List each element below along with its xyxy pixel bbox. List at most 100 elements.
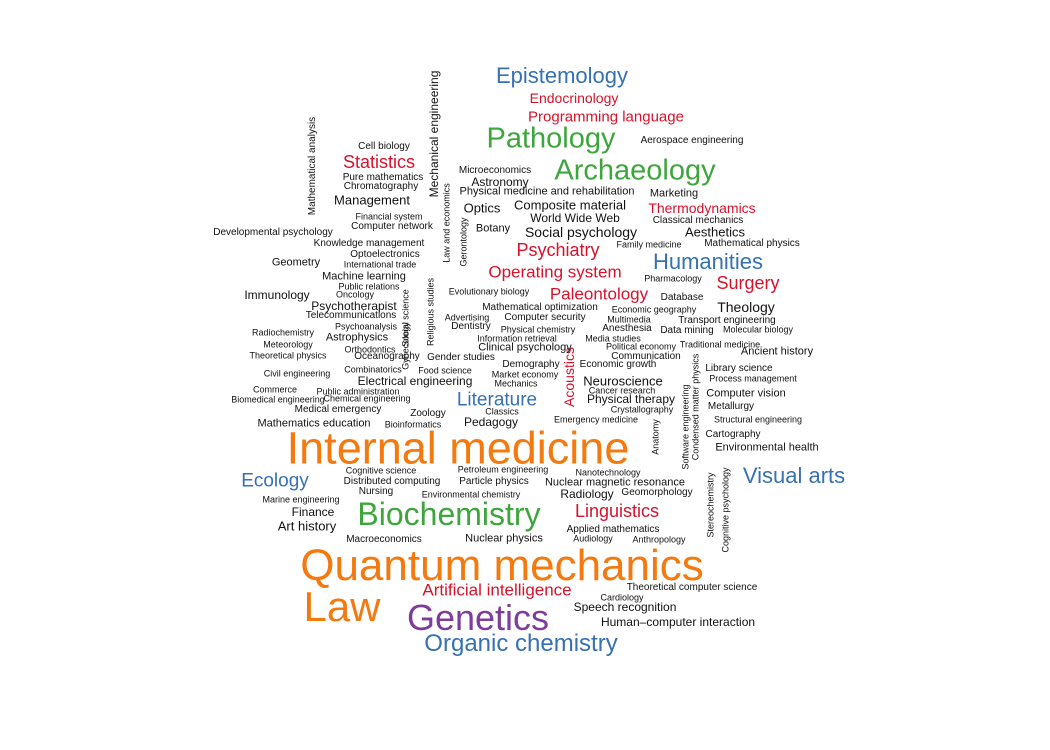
cloud-word: Knowledge management (313, 238, 425, 249)
cloud-word: Oceanography (354, 351, 420, 362)
cloud-word: Computer network (351, 221, 433, 232)
cloud-word: Biomedical engineering (231, 394, 325, 405)
cloud-word: Family medicine (616, 239, 682, 250)
cloud-word: Surgery (716, 273, 780, 293)
cloud-word: Finance (291, 505, 335, 519)
cloud-word: Physical therapy (586, 392, 676, 406)
cloud-word: Pharmacology (644, 273, 702, 284)
cloud-word: Process management (709, 373, 797, 384)
cloud-word: Botany (475, 222, 511, 235)
cloud-word: Particle physics (459, 476, 529, 487)
cloud-word: Structural engineering (713, 414, 803, 425)
cloud-word: Anatomy (650, 419, 661, 455)
cloud-word: Oncology (335, 289, 375, 300)
cloud-word: Bioinformatics (384, 419, 442, 430)
cloud-word: Optoelectronics (350, 249, 420, 260)
cloud-word: Distributed computing (343, 476, 441, 487)
cloud-word: Organic chemistry (424, 630, 618, 657)
cloud-word: Multimedia (607, 314, 651, 325)
cloud-word: Art history (277, 518, 337, 534)
cloud-word: Radiology (560, 487, 614, 501)
cloud-word: Public relations (338, 281, 400, 292)
cloud-word: Commerce (252, 384, 298, 395)
cloud-word: Gender studies (427, 352, 495, 363)
cloud-word: Internal medicine (286, 422, 630, 474)
cloud-word: Market economy (491, 369, 559, 380)
cloud-word: Library science (705, 363, 773, 374)
cloud-word: Crystallography (610, 404, 674, 415)
cloud-word: Telecommunications (305, 310, 397, 321)
cloud-word: Marine engineering (262, 494, 340, 505)
cloud-word: Evolutionary biology (448, 286, 530, 297)
cloud-word: Cognitive science (345, 465, 417, 476)
cloud-word: Machine learning (322, 270, 406, 283)
cloud-word: Environmental health (715, 441, 819, 454)
cloud-word: Psychoanalysis (334, 321, 398, 332)
cloud-word: Neuroscience (583, 373, 663, 389)
cloud-word: Information retrieval (477, 333, 557, 344)
cloud-word: Medical emergency (294, 404, 382, 415)
cloud-word: Optics (463, 200, 501, 216)
cloud-word: Pedagogy (463, 415, 519, 429)
cloud-word: Audiology (573, 533, 613, 544)
cloud-word: Social psychology (524, 224, 638, 240)
cloud-word: Petroleum engineering (457, 464, 549, 475)
cloud-word: Economic geography (611, 304, 697, 315)
cloud-word: Nuclear physics (465, 532, 543, 545)
cloud-word: Mathematical analysis (307, 116, 318, 216)
cloud-word: Statistics (342, 152, 416, 172)
cloud-word: Theoretical computer science (626, 582, 758, 593)
cloud-word: Economic growth (579, 359, 657, 370)
cloud-word: Computer vision (706, 387, 786, 400)
cloud-word: Endocrinology (529, 90, 619, 106)
cloud-word: Anthropology (632, 534, 686, 545)
cloud-word: Nanotechnology (575, 467, 641, 478)
cloud-word: Data mining (660, 325, 714, 336)
cloud-word: Clinical psychology (478, 341, 572, 354)
cloud-word: Acoustics (561, 347, 577, 407)
cloud-word: Food science (418, 365, 472, 376)
cloud-word: Aerospace engineering (640, 135, 744, 146)
cloud-word: Astronomy (471, 175, 529, 189)
cloud-word: Pathology (486, 122, 616, 155)
cloud-word: Mathematics education (257, 417, 371, 430)
cloud-word: Molecular biology (722, 324, 794, 335)
cloud-word: Metallurgy (707, 401, 755, 412)
cloud-word: Microeconomics (458, 165, 532, 176)
cloud-word: Geometry (271, 256, 321, 269)
cloud-word: Demography (502, 359, 560, 370)
cloud-word: Composite material (514, 197, 626, 213)
cloud-word: Nuclear magnetic resonance (544, 476, 686, 489)
cloud-word: Epistemology (495, 63, 629, 88)
cloud-word: Law (303, 583, 381, 630)
cloud-word: Physical chemistry (500, 324, 576, 335)
cloud-word: Dentistry (451, 321, 491, 332)
cloud-word: Media studies (585, 333, 641, 344)
cloud-word: Biochemistry (357, 496, 541, 532)
cloud-word: Immunology (244, 288, 310, 302)
cloud-word: Ancient history (740, 345, 814, 358)
cloud-word: Gynecology (400, 322, 411, 370)
cloud-word: Radiochemistry (251, 327, 315, 338)
cloud-word: Stereochemistry (705, 472, 716, 538)
cloud-word: Nursing (358, 486, 394, 497)
cloud-word: Database (660, 292, 704, 303)
cloud-word: Cognitive psychology (720, 467, 731, 553)
cloud-word: Financial system (355, 211, 423, 222)
cloud-word: Emergency medicine (553, 414, 639, 425)
cloud-word: Physical medicine and rehabilitation (459, 185, 635, 198)
cloud-word: Environmental chemistry (421, 489, 521, 500)
cloud-word: Astrophysics (325, 331, 389, 344)
cloud-word: International trade (343, 259, 417, 270)
cloud-word: Artificial intelligence (422, 580, 572, 600)
cloud-word: Mathematical physics (704, 238, 800, 249)
cloud-word: Marketing (649, 187, 699, 200)
cloud-word: Ecology (241, 470, 309, 492)
cloud-word: Cell biology (358, 141, 410, 152)
cloud-word: Orthodontics (344, 344, 396, 355)
cloud-word: Genetics (406, 597, 550, 638)
cloud-word: Pure mathematics (342, 172, 424, 183)
cloud-word: Condensed matter physics (690, 353, 701, 461)
cloud-word: Thermodynamics (648, 200, 756, 216)
